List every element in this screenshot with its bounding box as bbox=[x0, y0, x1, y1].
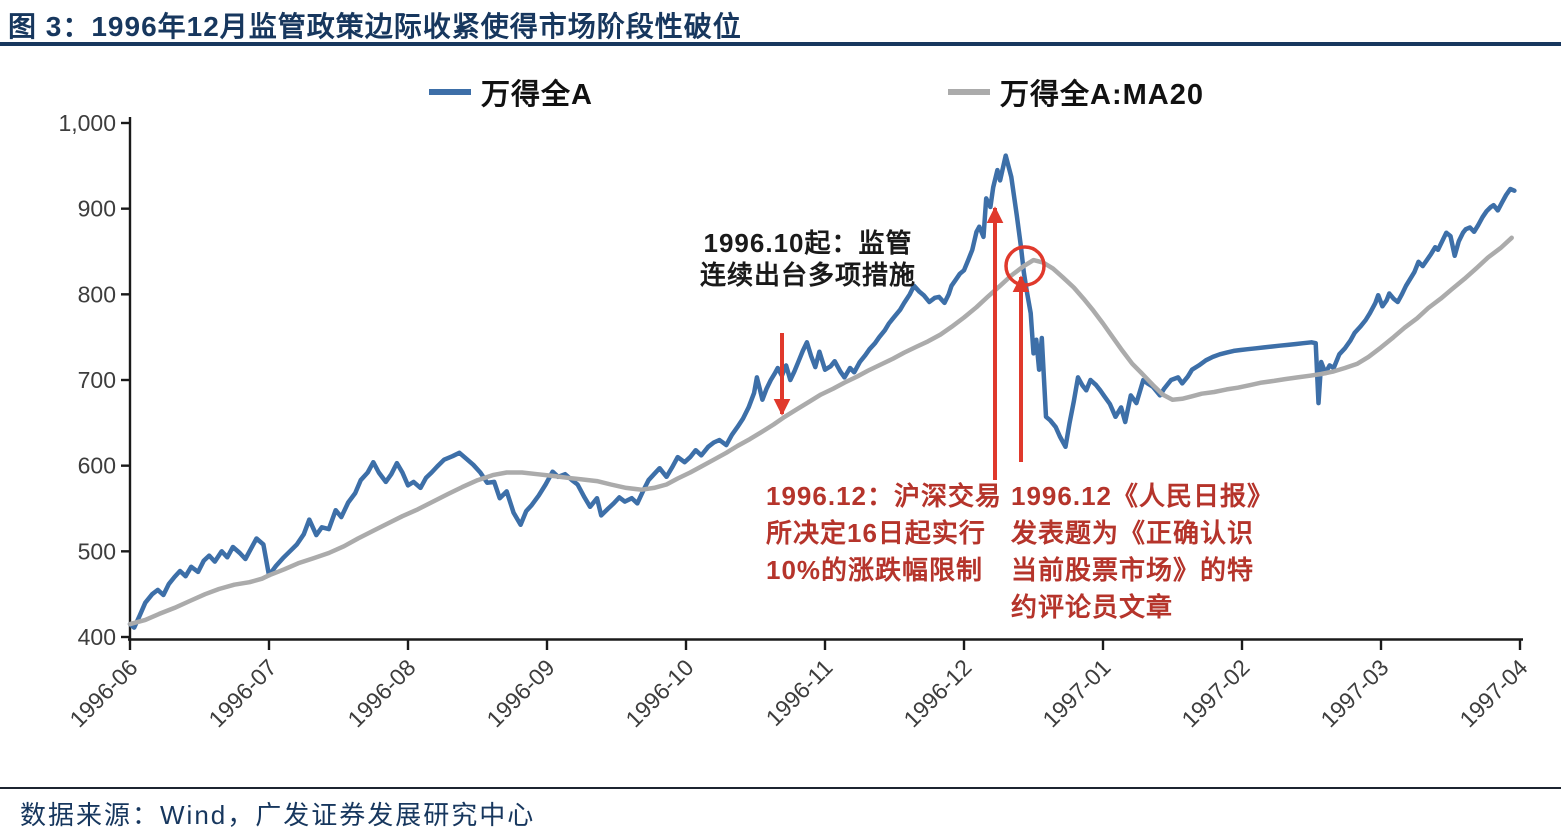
series-line-wande-quan-a bbox=[127, 153, 1517, 630]
annotation-highlight-circle bbox=[1004, 245, 1046, 287]
annotation-dec-peoples-daily: 1996.12《人民日报》 发表题为《正确认识 当前股票市场》的特 约评论员文章 bbox=[1011, 481, 1274, 622]
y-tick-label: 800 bbox=[78, 281, 116, 307]
y-tick-label: 1,000 bbox=[58, 110, 116, 136]
x-tick-label: 1997-02 bbox=[1176, 654, 1254, 732]
x-tick-label: 1996-08 bbox=[342, 654, 420, 732]
legend-label-wande-quan-a: 万得全A bbox=[481, 79, 593, 111]
footer-rule bbox=[0, 787, 1561, 789]
figure-title: 图 3：1996年12月监管政策边际收紧使得市场阶段性破位 bbox=[8, 11, 742, 42]
x-tick-label: 1996-10 bbox=[620, 654, 698, 732]
y-tick-label: 700 bbox=[78, 367, 116, 393]
x-tick-label: 1996-06 bbox=[64, 654, 142, 732]
x-tick-label: 1996-12 bbox=[898, 654, 976, 732]
x-tick-label: 1997-03 bbox=[1315, 654, 1393, 732]
x-tick-label: 1996-07 bbox=[203, 654, 281, 732]
x-tick-label: 1996-09 bbox=[481, 654, 559, 732]
y-tick-label: 900 bbox=[78, 196, 116, 222]
annotation-dec-price-limit: 1996.12：沪深交易 所决定16日起实行 10%的涨跌幅限制 bbox=[766, 481, 1002, 585]
y-tick-label: 400 bbox=[78, 624, 116, 650]
annotation-oct-policy: 1996.10起：监管 连续出台多项措施 bbox=[699, 228, 916, 290]
legend-label-wande-quan-a-ma20: 万得全A:MA20 bbox=[1000, 79, 1204, 111]
data-source-note: 数据来源：Wind，广发证券发展研究中心 bbox=[20, 800, 536, 830]
series-line-wande-quan-a-ma20 bbox=[127, 235, 1514, 627]
x-tick-label: 1997-01 bbox=[1037, 654, 1115, 732]
legend-swatch-blue-line bbox=[429, 89, 471, 95]
y-tick-label: 600 bbox=[78, 453, 116, 479]
legend-swatch-gray-line bbox=[948, 89, 990, 95]
x-tick-label: 1996-11 bbox=[761, 654, 838, 731]
y-tick-label: 500 bbox=[78, 538, 116, 564]
title-rule bbox=[0, 42, 1561, 46]
annotation-shapes bbox=[773, 206, 1046, 480]
legend-item-wande-quan-a-ma20: 万得全A:MA20 bbox=[948, 74, 1204, 111]
axes: 400 500 600 700 800 900 1,000 1996-06 1996-07 199… bbox=[58, 110, 1532, 732]
legend-item-wande-quan-a: 万得全A bbox=[429, 74, 593, 111]
x-tick-label: 1997-04 bbox=[1454, 654, 1532, 732]
